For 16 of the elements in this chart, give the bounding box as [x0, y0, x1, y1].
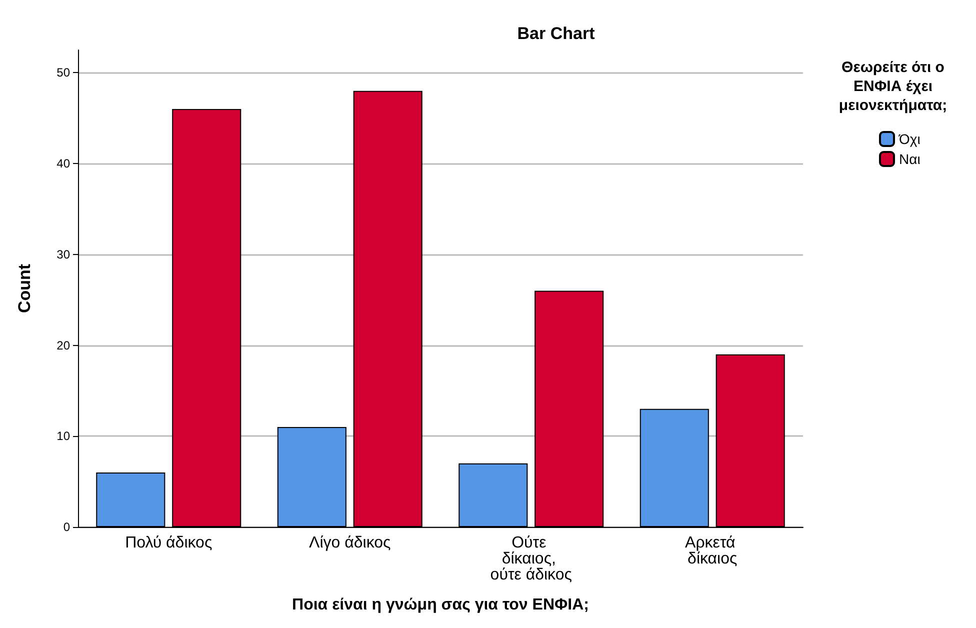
legend-title: Θεωρείτε ότι ο ΕΝΦΙΑ έχει μειονεκτήματα;	[838, 59, 948, 114]
y-tick-label: 30	[56, 247, 70, 262]
chart-title: Bar Chart	[517, 24, 596, 43]
y-tick-label: 0	[63, 520, 70, 534]
x-tick-label: Ούτε δίκαιος, ούτε άδικος	[490, 534, 572, 584]
legend-label: Ναι	[899, 151, 920, 167]
y-tick-label: 50	[56, 66, 70, 80]
legend-label: Όχι	[898, 131, 920, 147]
y-tick-label: 20	[56, 338, 70, 352]
y-tick-label: 10	[56, 429, 70, 444]
x-tick-label: Πολύ άδικος	[125, 534, 212, 552]
x-axis-title: Ποια είναι η γνώμη σας για τον ΕΝΦΙΑ;	[292, 596, 589, 614]
y-axis-title: Count	[15, 264, 34, 314]
x-tick-label: Λίγο άδικος	[309, 534, 392, 552]
x-tick-label: Αρκετά δίκαιος	[685, 534, 740, 568]
y-tick-label: 40	[56, 156, 70, 171]
